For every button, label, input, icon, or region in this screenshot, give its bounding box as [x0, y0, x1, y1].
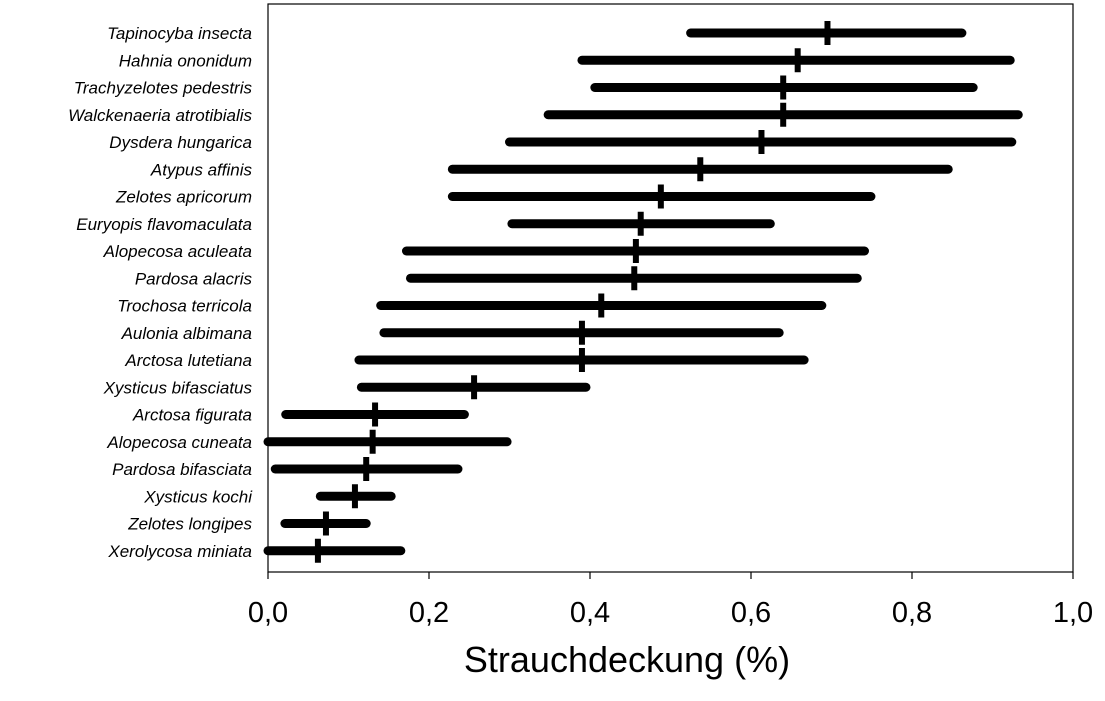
species-label: Trochosa terricola [117, 297, 252, 316]
species-label: Tapinocyba insecta [107, 24, 252, 43]
species-label: Arctosa figurata [132, 406, 252, 425]
species-labels: Tapinocyba insecta Hahnia ononidum Trachyz… [68, 24, 253, 561]
species-label: Alopecosa cuneata [106, 433, 252, 452]
species-label: Xysticus kochi [143, 487, 253, 506]
species-label: Walckenaeria atrotibialis [68, 106, 252, 125]
x-axis-tick-labels: 0,0 0,2 0,4 0,6 0,8 1,0 [248, 597, 1093, 629]
species-label: Atypus affinis [150, 160, 253, 179]
species-label: Aulonia albimana [121, 324, 252, 343]
x-tick-label: 1,0 [1053, 597, 1093, 629]
x-tick-label: 0,0 [248, 597, 288, 629]
species-label: Arctosa lutetiana [124, 351, 252, 370]
species-label: Zelotes longipes [127, 515, 252, 534]
species-label: Pardosa bifasciata [112, 460, 252, 479]
plot-frame [267, 3, 1074, 573]
species-label: Hahnia ononidum [119, 51, 252, 70]
species-label: Xerolycosa miniata [107, 542, 252, 561]
species-label: Trachyzelotes pedestris [74, 79, 253, 98]
species-label: Alopecosa aculeata [103, 242, 252, 261]
x-tick-label: 0,6 [731, 597, 771, 629]
x-axis-ticks [267, 572, 1074, 579]
x-axis-title: Strauchdeckung (%) [464, 639, 790, 680]
species-label: Zelotes apricorum [115, 188, 252, 207]
species-label: Xysticus bifasciatus [103, 378, 253, 397]
species-label: Dysdera hungarica [109, 133, 252, 152]
x-tick-label: 0,4 [570, 597, 610, 629]
species-label: Euryopis flavomaculata [76, 215, 252, 234]
species-label: Pardosa alacris [135, 269, 253, 288]
x-tick-label: 0,2 [409, 597, 449, 629]
range-bars [263, 21, 1023, 563]
x-tick-label: 0,8 [892, 597, 932, 629]
